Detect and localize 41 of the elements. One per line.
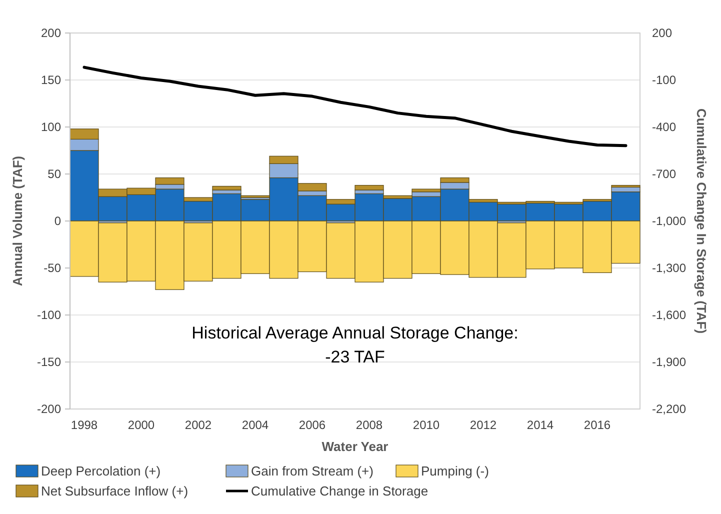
y2-tick-label: -1,900	[652, 355, 686, 370]
y-axis-title: Annual Volume (TAF)	[10, 156, 25, 286]
x-axis-title: Water Year	[322, 439, 388, 454]
annotation: -23 TAF	[325, 348, 385, 366]
x-tick-label: 1998	[70, 418, 98, 432]
y-tick-label: 200	[40, 26, 62, 40]
x-tick-label: 2002	[184, 418, 212, 432]
legend-label: Cumulative Change in Storage	[251, 484, 428, 499]
x-tick-label: 2000	[128, 418, 155, 432]
x-tick-label: 2016	[584, 418, 611, 432]
legend-label: Net Subsurface Inflow (+)	[41, 484, 188, 499]
legend-label: Gain from Stream (+)	[251, 464, 374, 479]
y2-tick-label: -100	[652, 73, 676, 88]
y-tick-label: 50	[48, 167, 62, 182]
y2-axis-title: Cumulative Change In Storage (TAF)	[694, 108, 709, 334]
y2-tick-label: -1,600	[652, 308, 686, 322]
y2-tick-label: 200	[652, 26, 672, 40]
x-tick-label: 2004	[242, 418, 269, 432]
x-tick-label: 2010	[412, 418, 440, 432]
y-tick-label: -100	[36, 308, 62, 322]
legend-label: Deep Percolation (+)	[41, 464, 161, 479]
y2-tick-label: -1,300	[652, 261, 686, 276]
legend-label: Pumping (-)	[421, 464, 489, 479]
line-series	[82, 66, 628, 148]
annotation: Historical Average Annual Storage Change:	[192, 324, 518, 342]
bar	[212, 186, 242, 190]
y-tick-label: -150	[36, 355, 62, 370]
x-tick-label: 2008	[356, 418, 383, 432]
y-tick-label: -200	[36, 402, 62, 416]
x-tick-label: 2014	[526, 418, 554, 432]
bar	[354, 184, 384, 190]
x-tick-label: 2006	[298, 418, 326, 432]
y2-tick-label: -2,200	[652, 402, 686, 416]
y2-tick-label: -700	[652, 167, 676, 182]
y-tick-label: 150	[40, 73, 62, 88]
y2-tick-label: -1,000	[652, 214, 686, 228]
y2-tick-label: -400	[652, 120, 676, 134]
y-tick-label: -50	[44, 261, 62, 276]
y-tick-label: 0	[54, 214, 62, 228]
x-tick-label: 2012	[470, 418, 497, 432]
y-tick-label: 100	[40, 120, 62, 134]
